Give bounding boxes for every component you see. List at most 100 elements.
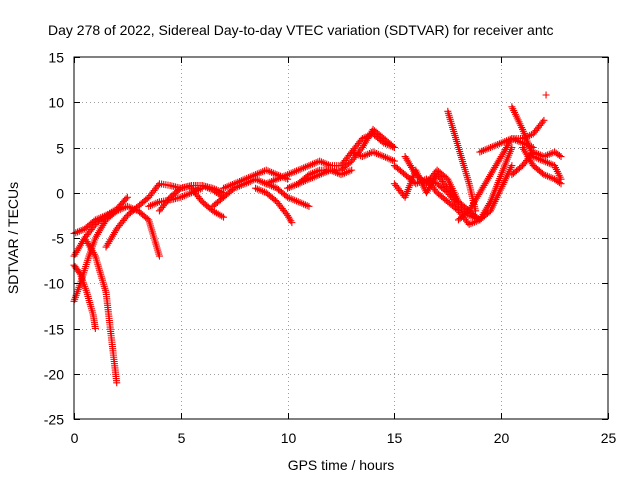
data-point [259, 168, 267, 176]
data-point [120, 204, 128, 212]
x-tick-label: 25 [601, 430, 617, 446]
data-point [225, 182, 233, 190]
data-point [328, 167, 336, 175]
data-point [278, 173, 286, 181]
data-point [129, 205, 137, 213]
data-point [378, 152, 386, 160]
x-tick-label: 0 [71, 430, 79, 446]
data-point [252, 184, 260, 192]
data-point [479, 147, 487, 155]
data-point [284, 193, 292, 201]
data-point [74, 228, 82, 236]
data-point [246, 173, 254, 181]
data-point [542, 152, 550, 160]
data-point [291, 181, 299, 189]
data-point [545, 159, 553, 167]
data-point [312, 159, 320, 167]
data-point [288, 219, 296, 227]
data-point [264, 179, 272, 187]
series-outlier [542, 91, 550, 99]
data-point [488, 143, 496, 151]
data-point [497, 139, 505, 147]
data-point [543, 151, 551, 159]
y-tick-label: 10 [48, 95, 64, 111]
data-point [341, 169, 349, 177]
data-point [385, 155, 393, 163]
data-point [234, 178, 242, 186]
data-point [510, 135, 518, 143]
data-point [285, 183, 293, 191]
data-point [123, 193, 131, 201]
data-point [301, 163, 309, 171]
data-point [342, 168, 350, 176]
data-point [305, 175, 313, 183]
series-track-3 [70, 261, 99, 332]
data-point [321, 159, 329, 167]
data-point [369, 148, 377, 156]
data-point [490, 142, 498, 150]
data-point [469, 219, 477, 227]
data-point [492, 141, 500, 149]
data-point [152, 199, 160, 207]
data-point [503, 137, 511, 145]
data-point [289, 182, 297, 190]
data-point [508, 162, 516, 170]
series-track-10 [187, 184, 228, 221]
data-point [504, 136, 512, 144]
series-track-16 [294, 166, 356, 188]
data-point [309, 174, 317, 182]
data-point [204, 184, 211, 192]
y-tick-label: 0 [56, 186, 64, 202]
data-point [495, 140, 503, 148]
data-point [472, 207, 480, 215]
data-point [259, 187, 267, 195]
data-point [300, 200, 308, 208]
data-point [309, 160, 317, 168]
data-point [271, 176, 279, 184]
data-point [494, 140, 502, 148]
data-point [508, 134, 516, 142]
data-point [333, 169, 341, 177]
data-point [547, 160, 555, 168]
series-track-22 [444, 107, 480, 215]
data-point [284, 184, 292, 192]
data-point [212, 188, 220, 196]
data-point [253, 170, 261, 178]
data-point [365, 150, 373, 158]
data-point [276, 174, 284, 182]
data-point [127, 204, 135, 212]
data-point [111, 208, 119, 216]
data-point [540, 153, 548, 161]
data-point [122, 195, 130, 203]
data-point [545, 173, 553, 181]
x-tick-label: 10 [281, 430, 297, 446]
data-point [339, 170, 347, 178]
data-point [205, 185, 213, 193]
data-point [547, 174, 555, 182]
data-point [310, 159, 318, 167]
data-point [485, 144, 493, 152]
data-point [531, 149, 539, 157]
data-point [285, 194, 293, 202]
data-point [298, 199, 306, 207]
data-point [93, 215, 101, 223]
data-point [227, 181, 235, 189]
data-point [184, 190, 192, 198]
data-point [75, 269, 83, 277]
data-point [207, 185, 215, 193]
data-point [357, 145, 365, 153]
data-point [257, 186, 265, 194]
data-point [344, 168, 352, 176]
data-point [125, 203, 133, 211]
y-tick-label: -20 [44, 367, 64, 383]
data-point [214, 190, 222, 198]
data-point [540, 116, 548, 124]
data-point [305, 202, 313, 210]
data-point [223, 183, 231, 191]
data-point [303, 162, 311, 170]
data-point [220, 184, 228, 192]
data-point [244, 174, 252, 182]
data-point [307, 161, 315, 169]
data-point [180, 192, 188, 200]
